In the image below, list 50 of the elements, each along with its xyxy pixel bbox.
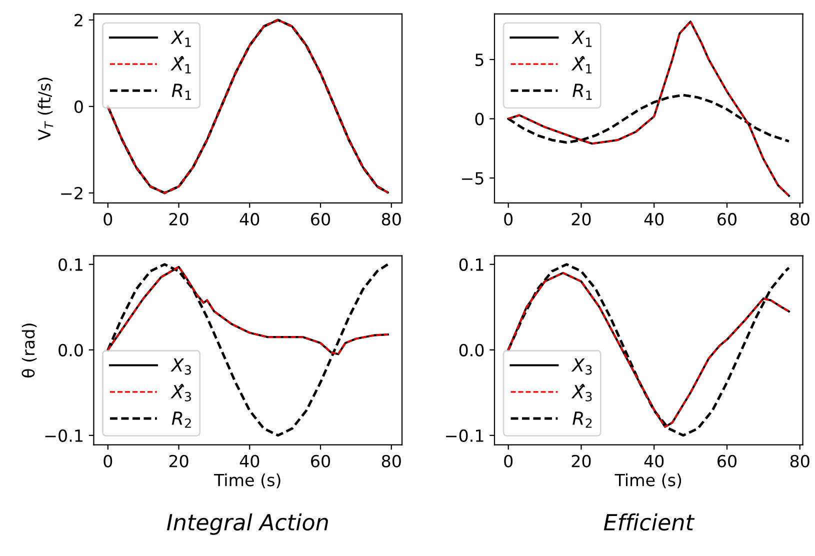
x-tick-label: 0 bbox=[104, 454, 112, 468]
legend-label: X$_{3}$ bbox=[170, 358, 191, 375]
x-tick-label: 80 bbox=[382, 212, 401, 226]
x-tick-label: 60 bbox=[718, 212, 736, 226]
legend-label: X̂$_{3}$ bbox=[170, 384, 191, 402]
x-axis-title: Time (s) bbox=[614, 473, 682, 488]
legend-label: X̂$_{1}$ bbox=[170, 56, 191, 74]
x-tick-label: 40 bbox=[240, 212, 260, 226]
y-axis-title: θ (rad) bbox=[22, 324, 37, 378]
legend-label: X̂$_{1}$ bbox=[571, 56, 592, 74]
y-tick-label: 0.1 bbox=[58, 258, 82, 271]
x-tick-label: 20 bbox=[572, 454, 591, 468]
x-tick-label: 40 bbox=[644, 454, 664, 468]
legend-label: X$_{1}$ bbox=[170, 30, 191, 47]
y-tick-label: 0.1 bbox=[459, 258, 484, 271]
legend-label: R$_{2}$ bbox=[172, 412, 191, 428]
x-tick-label: 80 bbox=[790, 454, 810, 468]
x-tick-label: 60 bbox=[311, 454, 330, 468]
legend-label: R$_{1}$ bbox=[572, 84, 592, 100]
y-axis-title: V$_{T}$ (ft/s) bbox=[38, 78, 54, 140]
legend-label: X$_{1}$ bbox=[571, 30, 592, 47]
y-tick-label: −5 bbox=[462, 172, 484, 185]
y-tick-label: −0.1 bbox=[446, 429, 484, 442]
x-tick-label: 20 bbox=[169, 212, 188, 226]
x-tick-label: 40 bbox=[644, 212, 664, 226]
y-tick-label: 0 bbox=[475, 112, 484, 126]
text: Efficient bbox=[604, 513, 695, 531]
y-tick-label: −0.1 bbox=[45, 429, 82, 442]
x-axis-title: Time (s) bbox=[214, 473, 280, 488]
y-tick-label: 5 bbox=[475, 54, 484, 66]
x-tick-label: 20 bbox=[169, 454, 188, 468]
x-tick-label: 0 bbox=[504, 454, 513, 468]
legend-label: X$_{3}$ bbox=[571, 358, 592, 375]
x-tick-label: 60 bbox=[718, 454, 736, 468]
y-tick-label: 0 bbox=[74, 100, 83, 114]
x-tick-label: 80 bbox=[382, 454, 401, 468]
x-tick-label: 40 bbox=[240, 454, 260, 468]
legend-label: R$_{2}$ bbox=[572, 412, 592, 428]
y-tick-label: 0.0 bbox=[459, 344, 484, 356]
x-tick-label: 20 bbox=[572, 212, 591, 226]
y-tick-label: −2 bbox=[61, 186, 82, 200]
x-tick-label: 80 bbox=[790, 212, 810, 226]
legend-label: R$_{1}$ bbox=[172, 84, 191, 100]
legend-label: X̂$_{3}$ bbox=[571, 384, 592, 402]
x-tick-label: 0 bbox=[504, 212, 513, 226]
y-tick-label: 2 bbox=[74, 14, 82, 26]
text: Integral Action bbox=[166, 513, 328, 535]
y-tick-label: 0.0 bbox=[58, 344, 83, 356]
x-tick-label: 60 bbox=[311, 212, 330, 226]
x-tick-label: 0 bbox=[104, 212, 112, 226]
